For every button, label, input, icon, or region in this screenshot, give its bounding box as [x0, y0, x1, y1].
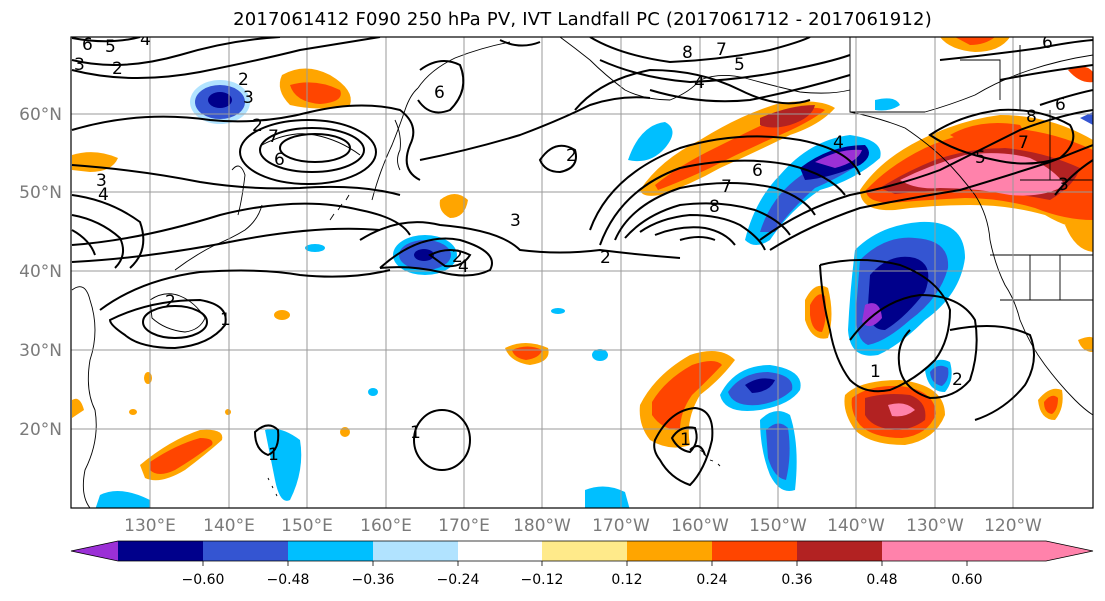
latitude-labels: 20°N 30°N 40°N 50°N 60°N	[19, 105, 62, 440]
colorbar-tick-label: 0.60	[951, 572, 982, 588]
contour-label: 2	[566, 146, 577, 166]
contour-label: 2	[165, 292, 176, 312]
contour-label: 8	[1026, 107, 1037, 127]
contour-label: 6	[274, 150, 285, 170]
longitude-labels: 130°E 140°E 150°E 160°E 170°E 180°W 170°…	[124, 516, 1042, 536]
contour-label: 6	[1055, 95, 1066, 115]
contour-label: 6	[752, 161, 763, 181]
lat-label: 30°N	[19, 341, 62, 361]
colorbar-segment	[712, 541, 797, 561]
contour-label: 3	[74, 55, 85, 75]
colorbar: −0.60 −0.48 −0.36 −0.24 −0.12 0.12 0.24 …	[70, 540, 1094, 588]
lat-label: 60°N	[19, 105, 62, 125]
contour-labels: 6 5 4 3 2 2 3 2 6 6 7 8 7 5 4 2 6 7 8 4 …	[74, 30, 1069, 465]
lat-label: 20°N	[19, 420, 62, 440]
lon-label: 140°W	[827, 516, 885, 536]
contour-label: 6	[1042, 33, 1053, 53]
lon-label: 170°W	[592, 516, 650, 536]
contour-label: 1	[870, 362, 881, 382]
contour-label: 6	[82, 35, 93, 55]
contour-label: 1	[680, 430, 691, 450]
colorbar-outline	[70, 540, 1094, 562]
lon-label: 150°E	[281, 516, 333, 536]
contour-label: 7	[721, 177, 732, 197]
map-frame	[70, 36, 1094, 509]
lat-label: 40°N	[19, 262, 62, 282]
colorbar-tick-label: −0.36	[352, 572, 395, 588]
lon-label: 160°E	[360, 516, 412, 536]
colorbar-tick-label: −0.24	[437, 572, 480, 588]
lon-label: 160°W	[671, 516, 729, 536]
contour-label: 5	[105, 37, 116, 57]
colorbar-segment	[627, 541, 712, 561]
contour-label: 7	[1018, 133, 1029, 153]
contour-label: 2	[952, 370, 963, 390]
contour-label: 4	[833, 133, 844, 153]
colorbar-max-extend	[882, 541, 1093, 561]
contour-label: 6	[434, 83, 445, 103]
colorbar-segment	[288, 541, 373, 561]
pv-contours	[71, 37, 1093, 487]
contour-label: 2	[452, 247, 463, 267]
contour-label: 8	[682, 43, 693, 63]
colorbar-segment	[118, 541, 203, 561]
colorbar-tick-label: −0.60	[182, 572, 225, 588]
contour-label: 2	[238, 70, 249, 90]
lon-label: 130°W	[906, 516, 964, 536]
contour-label: 5	[734, 55, 745, 75]
colorbar-tick-label: −0.48	[267, 572, 310, 588]
lon-label: 120°W	[984, 516, 1042, 536]
colorbar-segment	[373, 541, 458, 561]
contour-label: 3	[510, 211, 521, 231]
contour-label: 3	[1058, 175, 1069, 195]
contour-label: 1	[268, 445, 279, 465]
figure-title: 2017061412 F090 250 hPa PV, IVT Landfall…	[233, 9, 932, 30]
lon-label: 140°E	[203, 516, 255, 536]
contour-label: 2	[252, 116, 263, 136]
colorbar-tick-label: −0.12	[521, 572, 564, 588]
contour-label: 5	[975, 148, 986, 168]
colorbar-min-extend	[71, 541, 118, 561]
colorbar-segment	[203, 541, 288, 561]
contour-label: 8	[709, 197, 720, 217]
lon-label: 170°E	[438, 516, 490, 536]
contour-label: 4	[458, 257, 469, 277]
contour-label: 4	[98, 185, 109, 205]
colorbar-tick-label: 0.48	[866, 572, 897, 588]
colorbar-segment	[542, 541, 627, 561]
contour-label: 7	[268, 127, 279, 147]
colorbar-tick-label: 0.36	[781, 572, 812, 588]
colorbar-ticks	[202, 561, 968, 566]
contour-label: 4	[140, 30, 151, 50]
colorbar-tick-label: 0.24	[696, 572, 727, 588]
contour-label: 2	[600, 248, 611, 268]
lat-label: 50°N	[19, 183, 62, 203]
contour-label: 3	[243, 88, 254, 108]
lon-label: 150°W	[749, 516, 807, 536]
graticule	[71, 37, 1093, 508]
contour-label: 4	[694, 73, 705, 93]
contour-label: 2	[112, 59, 123, 79]
contour-label: 1	[410, 423, 421, 443]
lon-label: 130°E	[124, 516, 176, 536]
contour-label: 7	[716, 40, 727, 60]
lon-label: 180°W	[513, 516, 571, 536]
colorbar-tick-label: 0.12	[611, 572, 642, 588]
contour-label: 3	[96, 171, 107, 191]
colorbar-segment	[458, 541, 542, 561]
colorbar-segment	[797, 541, 882, 561]
contour-label: 1	[220, 310, 231, 330]
shaded-field-layer: 6 5 4 3 2 2 3 2 6 6 7 8 7 5 4 2 6 7 8 4 …	[71, 30, 1093, 508]
negative-anomalies	[95, 80, 1093, 508]
